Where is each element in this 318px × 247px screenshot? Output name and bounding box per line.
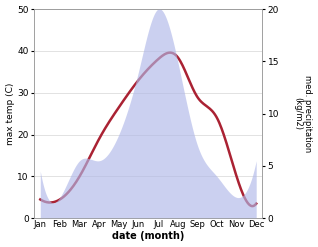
Y-axis label: max temp (C): max temp (C) (5, 82, 15, 145)
Y-axis label: med. precipitation
(kg/m2): med. precipitation (kg/m2) (293, 75, 313, 152)
X-axis label: date (month): date (month) (112, 231, 184, 242)
